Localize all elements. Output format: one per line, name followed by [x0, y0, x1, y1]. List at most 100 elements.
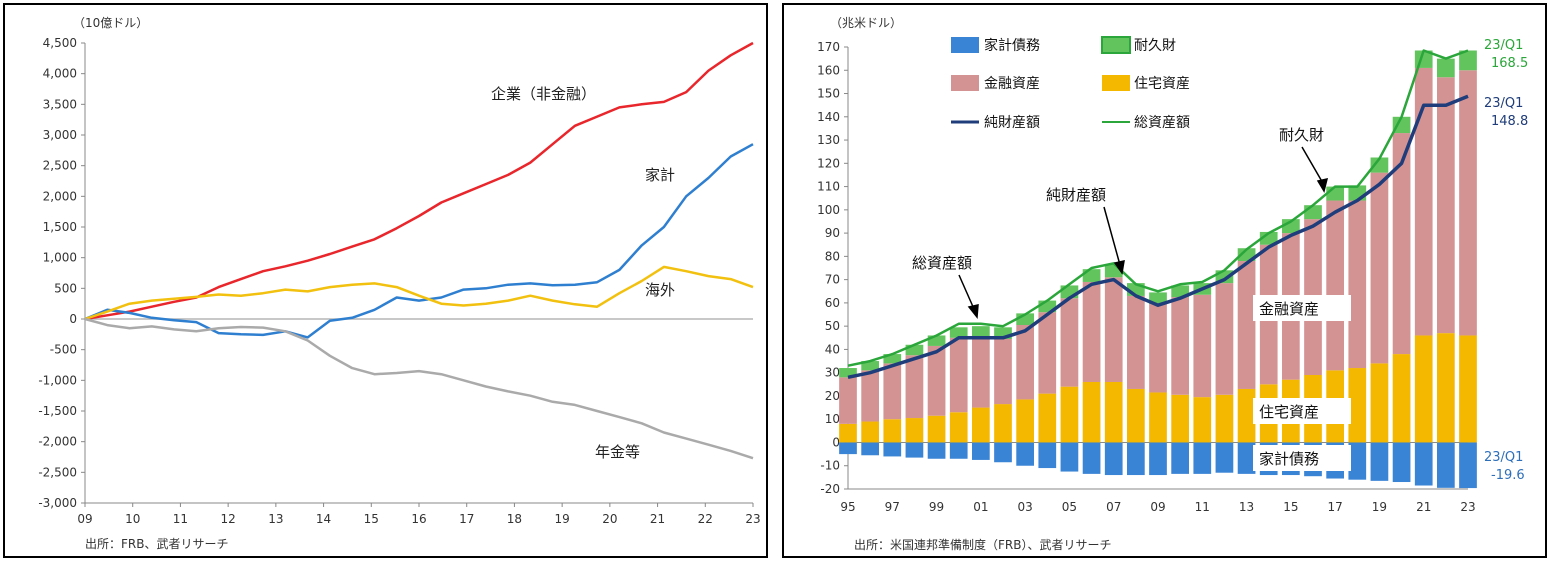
bar-financial: [1326, 200, 1344, 371]
right-y-tick-label: 140: [817, 110, 840, 124]
label-durable: 耐久財: [1279, 126, 1324, 144]
bar-financial: [1171, 297, 1189, 395]
net-tag: 23/Q1: [1484, 96, 1523, 111]
arrow-total-assets-head: [967, 304, 979, 319]
legend-net: 純財産額: [984, 115, 1040, 131]
net-value: 148.8: [1491, 114, 1528, 129]
bar-durable: [1437, 58, 1455, 78]
right-y-tick-label: 20: [825, 389, 840, 403]
label-housing-box: [1253, 398, 1351, 424]
bar-housing: [1038, 393, 1057, 443]
legend-financial: 金融資産: [984, 76, 1040, 92]
left-y-tick-label: -2,000: [38, 435, 77, 449]
right-x-tick-label: 07: [1106, 500, 1121, 514]
left-y-tick-label: 4,000: [43, 67, 77, 81]
right-x-tick-label: 21: [1416, 500, 1431, 514]
total-tag: 23/Q1: [1484, 38, 1523, 53]
bar-housing: [1215, 394, 1234, 443]
label-financial: 金融資産: [1259, 300, 1319, 318]
bar-housing: [1193, 397, 1212, 443]
bar-durable: [1370, 157, 1389, 173]
left-chart-panel: （10億ドル） 4,500 4,000 3,500 3,000 2,500 2,000 1,…: [3, 3, 768, 558]
legend-housing: 住宅資産: [1134, 76, 1190, 92]
right-y-tick-label: 0: [832, 435, 840, 449]
label-corporate: 企業（非金融）: [491, 85, 596, 103]
right-unit-label: （兆米ドル）: [830, 16, 902, 30]
bar-debt: [905, 442, 924, 458]
left-x-tick-label: 23: [745, 512, 760, 526]
total-value: 168.5: [1491, 56, 1528, 71]
arrow-durable: [1301, 146, 1325, 186]
bar-durable: [972, 326, 990, 338]
legend-swatch-debt: [951, 37, 979, 53]
right-x-tick-label: 19: [1372, 500, 1387, 514]
bar-debt: [1193, 442, 1212, 474]
bar-financial: [1392, 133, 1411, 355]
bar-housing: [905, 418, 924, 443]
right-x-tick-label: 95: [840, 500, 855, 514]
bar-debt: [1171, 442, 1189, 474]
left-x-tick-label: 16: [411, 512, 426, 526]
bar-debt: [883, 442, 902, 457]
left-x-tick-label: 09: [77, 512, 92, 526]
left-x-tick-label: 14: [316, 512, 331, 526]
bar-housing: [1171, 394, 1189, 443]
bar-durable: [883, 354, 902, 364]
bar-durable: [1038, 300, 1057, 313]
bar-financial: [1348, 200, 1367, 369]
bar-financial: [1193, 294, 1212, 398]
left-x-tick-label: 17: [459, 512, 474, 526]
bar-debt: [1038, 442, 1057, 469]
bar-durable: [927, 335, 946, 346]
bar-financial: [1370, 172, 1389, 364]
bar-debt: [1370, 442, 1389, 481]
bar-debt: [994, 442, 1012, 463]
left-x-tick-label: 21: [650, 512, 665, 526]
legend-debt: 家計債務: [984, 37, 1040, 54]
right-y-tick-label: -20: [820, 482, 840, 496]
bar-housing: [1104, 381, 1123, 443]
right-x-tick-label: 23: [1460, 500, 1475, 514]
right-y-tick-label: 100: [817, 203, 840, 217]
legend-swatch-durable: [1101, 36, 1131, 54]
left-y-tick-label: -3,000: [38, 496, 77, 510]
right-x-tick-label: 01: [973, 500, 988, 514]
bar-durable: [839, 368, 857, 378]
bar-financial: [1060, 298, 1079, 387]
right-source-note: 出所：米国連邦準備制度（FRB）、武者リサーチ: [854, 537, 1111, 552]
debt-tag: 23/Q1: [1484, 450, 1523, 465]
left-y-tick-label: -500: [50, 343, 77, 357]
right-y-tick-label: 10: [825, 412, 840, 426]
left-series-line-2: [84, 265, 754, 321]
right-x-tick-label: 99: [929, 500, 944, 514]
label-net-worth: 純財産額: [1046, 186, 1106, 204]
bar-debt: [1437, 442, 1455, 488]
bar-financial: [1414, 67, 1433, 336]
bar-durable: [1392, 116, 1411, 134]
label-household: 家計: [645, 166, 675, 184]
bar-financial: [883, 363, 902, 420]
left-source-note: 出所：FRB、武者リサーチ: [85, 537, 228, 551]
bar-durable: [1237, 248, 1256, 262]
bar-durable: [1171, 285, 1189, 298]
right-y-tick-label: 160: [817, 63, 840, 77]
bar-housing: [1237, 388, 1256, 443]
bar-housing: [1082, 381, 1101, 443]
right-y-tick-label: 90: [825, 226, 840, 240]
right-y-tick-label: 80: [825, 249, 840, 263]
bar-housing: [927, 415, 946, 443]
right-y-tick-label: 30: [825, 366, 840, 380]
bar-financial: [1038, 312, 1057, 394]
left-y-tick-label: -1,500: [38, 404, 77, 418]
label-overseas: 海外: [645, 281, 675, 299]
right-x-tick-label: 97: [885, 500, 900, 514]
bar-financial: [1149, 304, 1167, 393]
bar-debt: [1060, 442, 1079, 472]
bar-debt: [972, 442, 990, 460]
bar-housing: [1392, 354, 1411, 443]
bar-financial: [1459, 70, 1477, 336]
bar-housing: [1127, 388, 1145, 443]
line-net-worth: [847, 94, 1469, 380]
right-y-tick-label: 50: [825, 319, 840, 333]
left-y-tick-label: 3,000: [43, 128, 77, 142]
